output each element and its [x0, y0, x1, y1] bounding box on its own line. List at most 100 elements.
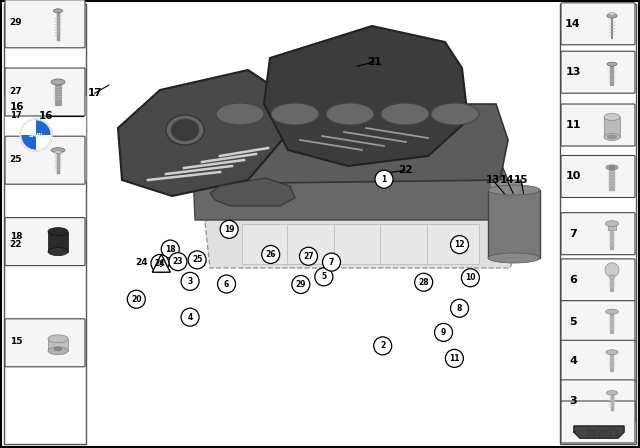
Bar — [48, 232, 68, 252]
Ellipse shape — [271, 103, 319, 125]
Text: 26: 26 — [266, 250, 276, 259]
Text: 7: 7 — [329, 258, 334, 267]
Text: 13: 13 — [565, 67, 580, 77]
FancyBboxPatch shape — [561, 3, 635, 45]
Bar — [488, 190, 540, 258]
Polygon shape — [490, 180, 530, 220]
Circle shape — [605, 263, 619, 277]
Bar — [604, 117, 620, 137]
Text: !: ! — [159, 260, 163, 269]
Circle shape — [315, 268, 333, 286]
Text: 11: 11 — [565, 120, 580, 130]
Text: 15: 15 — [514, 175, 528, 185]
Circle shape — [451, 236, 468, 254]
FancyBboxPatch shape — [5, 68, 85, 116]
Circle shape — [161, 240, 179, 258]
Text: 14: 14 — [500, 175, 514, 185]
Text: 6: 6 — [569, 275, 577, 285]
Polygon shape — [264, 26, 468, 166]
Ellipse shape — [605, 221, 618, 227]
FancyBboxPatch shape — [561, 380, 635, 422]
Ellipse shape — [216, 103, 264, 125]
Polygon shape — [205, 210, 524, 268]
Ellipse shape — [326, 103, 374, 125]
Text: 17: 17 — [88, 88, 102, 98]
Polygon shape — [152, 254, 170, 272]
Bar — [380, 224, 432, 264]
Ellipse shape — [166, 115, 204, 145]
Text: 2: 2 — [380, 341, 385, 350]
Bar — [608, 224, 616, 230]
Ellipse shape — [48, 248, 68, 256]
Text: 29: 29 — [296, 280, 306, 289]
Polygon shape — [118, 70, 282, 196]
FancyBboxPatch shape — [5, 136, 85, 184]
Text: 16: 16 — [39, 111, 53, 121]
Ellipse shape — [54, 347, 62, 350]
Ellipse shape — [606, 350, 618, 355]
Polygon shape — [190, 104, 508, 184]
Text: 10: 10 — [565, 172, 580, 181]
Text: 242023: 242023 — [585, 429, 619, 438]
Polygon shape — [574, 426, 624, 438]
Text: BMW: BMW — [29, 133, 43, 138]
Ellipse shape — [431, 103, 479, 125]
Text: 25: 25 — [10, 155, 22, 164]
Text: 22: 22 — [398, 165, 412, 175]
Circle shape — [181, 272, 199, 290]
Text: 7: 7 — [569, 228, 577, 239]
Bar — [287, 224, 339, 264]
FancyBboxPatch shape — [5, 0, 85, 48]
Bar — [334, 224, 386, 264]
FancyBboxPatch shape — [5, 218, 85, 266]
Text: 5: 5 — [569, 317, 577, 327]
Circle shape — [188, 251, 206, 269]
FancyBboxPatch shape — [561, 301, 635, 343]
Ellipse shape — [609, 275, 615, 279]
Text: 1: 1 — [381, 175, 387, 184]
Text: 9: 9 — [441, 328, 446, 337]
Bar — [427, 224, 479, 264]
Circle shape — [435, 323, 452, 341]
Circle shape — [300, 247, 317, 265]
Text: 3: 3 — [569, 396, 577, 406]
Text: 17: 17 — [10, 111, 22, 120]
Bar — [48, 339, 68, 351]
Wedge shape — [36, 135, 51, 150]
Ellipse shape — [607, 135, 616, 139]
Text: 27: 27 — [10, 86, 22, 95]
Ellipse shape — [488, 185, 540, 195]
Text: 18
22: 18 22 — [10, 232, 22, 249]
Ellipse shape — [607, 62, 617, 66]
FancyBboxPatch shape — [561, 104, 635, 146]
Circle shape — [220, 220, 238, 238]
Circle shape — [169, 253, 187, 271]
Text: 15: 15 — [10, 337, 22, 346]
Ellipse shape — [171, 119, 199, 141]
Text: 23: 23 — [173, 257, 183, 266]
FancyBboxPatch shape — [561, 401, 635, 443]
Text: 24: 24 — [155, 259, 165, 268]
Ellipse shape — [54, 9, 63, 13]
Ellipse shape — [54, 151, 62, 154]
Text: 28: 28 — [419, 278, 429, 287]
Ellipse shape — [381, 103, 429, 125]
Ellipse shape — [488, 253, 540, 263]
Text: 11: 11 — [449, 354, 460, 363]
Text: 14: 14 — [565, 19, 581, 29]
Text: 8: 8 — [457, 304, 462, 313]
Circle shape — [292, 276, 310, 293]
Ellipse shape — [51, 79, 65, 85]
Text: 20: 20 — [131, 295, 141, 304]
Ellipse shape — [607, 391, 618, 395]
Bar — [242, 224, 294, 264]
Circle shape — [415, 273, 433, 291]
Circle shape — [218, 275, 236, 293]
Ellipse shape — [51, 148, 65, 153]
FancyBboxPatch shape — [561, 340, 635, 382]
Circle shape — [451, 299, 468, 317]
Text: 18: 18 — [165, 245, 175, 254]
Text: 4: 4 — [188, 313, 193, 322]
Ellipse shape — [48, 335, 68, 343]
Text: 10: 10 — [465, 273, 476, 282]
